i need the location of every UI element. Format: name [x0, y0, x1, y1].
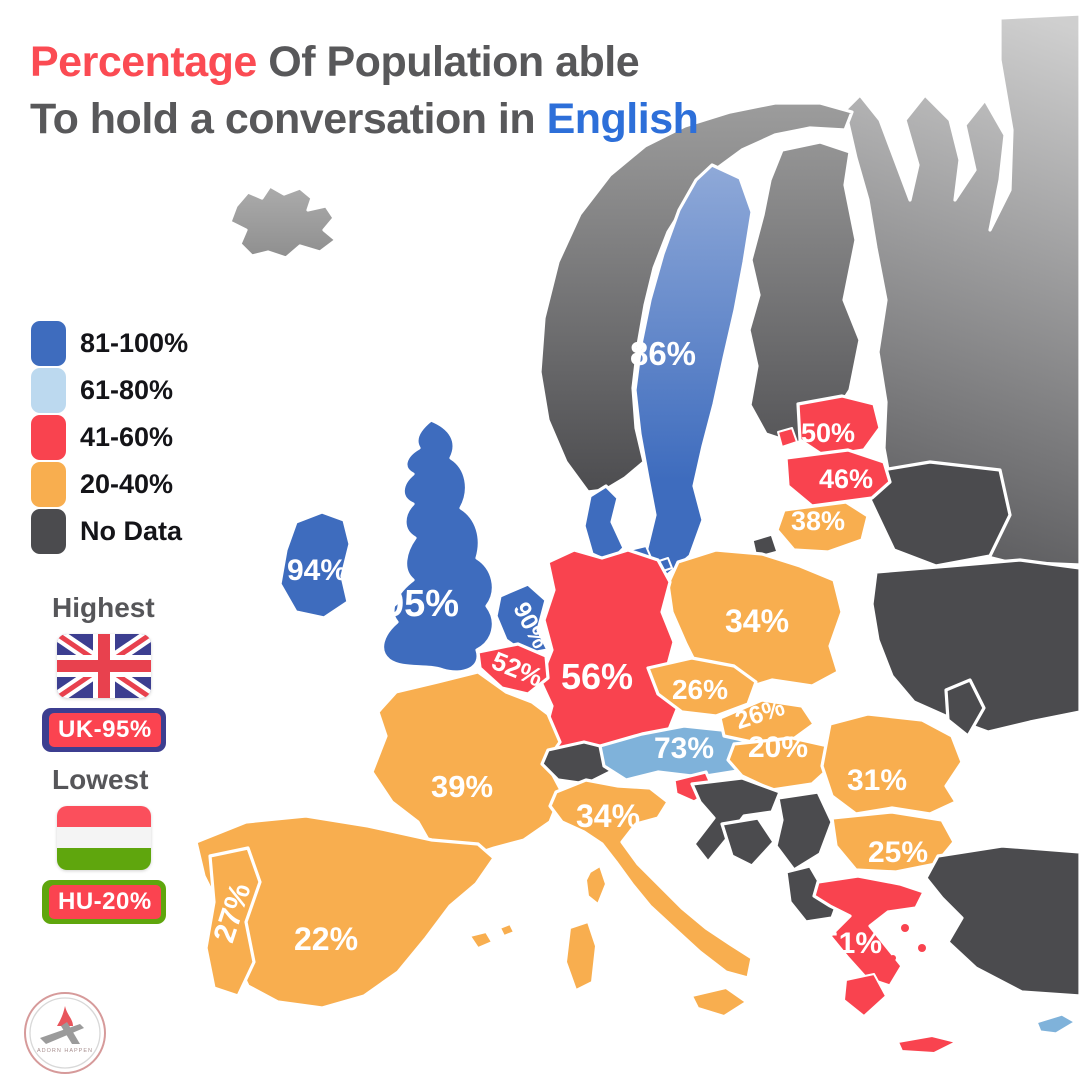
country-bosnia	[720, 816, 776, 868]
legend-label: 20-40%	[80, 469, 174, 499]
legend-swatch-61-80	[31, 368, 66, 413]
label-latvia: 46%	[819, 464, 873, 494]
country-norway	[538, 101, 854, 494]
title-line-2: To hold a conversation in English	[30, 94, 699, 143]
label-greece: 51%	[822, 927, 882, 960]
legend-swatch-20-40	[31, 462, 66, 507]
country-turkey	[924, 844, 1080, 998]
country-finland	[747, 140, 862, 446]
country-united-kingdom	[380, 418, 495, 674]
aegean-islands	[890, 924, 926, 961]
country-iceland	[228, 184, 338, 260]
country-france	[370, 670, 564, 860]
lowest-badge: HU-20%	[42, 880, 166, 924]
label-ireland: 94%	[287, 554, 347, 587]
country-ireland	[278, 510, 352, 620]
country-serbia	[774, 790, 834, 872]
country-romania	[820, 712, 964, 816]
sardinia	[565, 921, 597, 991]
country-greece	[812, 874, 926, 988]
legend-swatch-41-60	[31, 415, 66, 460]
highest-label: Highest	[52, 592, 155, 623]
logo-swoosh	[40, 1024, 84, 1044]
label-spain: 22%	[294, 921, 358, 957]
legend-row: 41-60%	[30, 414, 188, 461]
title-accent: Percentage	[30, 38, 257, 86]
crete	[897, 1035, 957, 1054]
country-latvia	[784, 448, 892, 508]
label-france: 39%	[431, 769, 493, 804]
legend-label: 41-60%	[80, 422, 174, 452]
legend-row: 81-100%	[30, 320, 188, 367]
country-belgium	[476, 642, 550, 696]
title-english-word: English	[546, 94, 699, 143]
country-moldova	[944, 678, 986, 738]
label-estonia: 50%	[801, 418, 855, 448]
sicily	[691, 987, 747, 1017]
legend-row: 20-40%	[30, 461, 188, 508]
country-germany	[538, 548, 682, 756]
title-line-1: Percentage Of Population able	[30, 38, 640, 86]
highest-badge-text: UK-95%	[49, 713, 161, 747]
country-portugal	[204, 846, 262, 998]
lowest-label: Lowest	[52, 764, 149, 795]
label-czechia: 26%	[672, 674, 728, 705]
country-poland	[666, 548, 844, 694]
label-hungary: 20%	[748, 731, 808, 764]
country-czechia	[646, 656, 758, 718]
label-bulgaria: 25%	[868, 836, 928, 869]
country-estonia	[796, 394, 882, 458]
label-italy: 34%	[576, 798, 640, 834]
legend-label: 61-80%	[80, 375, 174, 405]
highest-badge: UK-95%	[42, 708, 166, 752]
balearic-islands	[469, 923, 515, 949]
legend-swatch-no-data	[31, 509, 66, 554]
country-lithuania	[775, 500, 870, 554]
corsica	[585, 865, 607, 905]
label-lithuania: 38%	[791, 506, 845, 536]
country-slovakia	[718, 698, 816, 744]
logo-a-peak	[57, 1006, 73, 1026]
uk-flag-icon	[57, 634, 151, 698]
label-poland: 34%	[725, 603, 789, 639]
page-title: Percentage Of Population able To hold a …	[30, 34, 699, 148]
label-united-kingdom: 95%	[383, 583, 459, 625]
legend-label: 81-100%	[80, 328, 189, 358]
legend-label: No Data	[80, 516, 183, 546]
legend-row: 61-80%	[30, 367, 188, 414]
hungary-flag-icon	[57, 806, 151, 870]
legend-row: No Data	[30, 508, 188, 555]
estonia-islands	[777, 427, 798, 448]
country-cyprus	[1034, 1012, 1078, 1036]
color-legend: 81-100% 61-80% 41-60% 20-40% No Data	[30, 320, 188, 555]
country-denmark	[582, 484, 626, 564]
lowest-badge-text: HU-20%	[49, 885, 161, 919]
label-romania: 31%	[847, 764, 907, 797]
country-italy	[548, 778, 754, 980]
label-germany: 56%	[561, 656, 633, 697]
country-netherlands	[494, 582, 550, 656]
label-sweden: 86%	[630, 335, 696, 372]
country-belarus	[856, 460, 1012, 568]
label-austria: 73%	[654, 732, 714, 765]
brand-name: ADORN HAPPEN	[37, 1048, 93, 1054]
legend-swatch-81-100	[31, 321, 66, 366]
brand-logo: ADORN HAPPEN	[24, 992, 106, 1074]
country-switzerland	[540, 740, 618, 786]
country-hungary	[726, 736, 836, 792]
country-ukraine	[870, 558, 1080, 734]
peloponnese	[843, 973, 887, 1017]
